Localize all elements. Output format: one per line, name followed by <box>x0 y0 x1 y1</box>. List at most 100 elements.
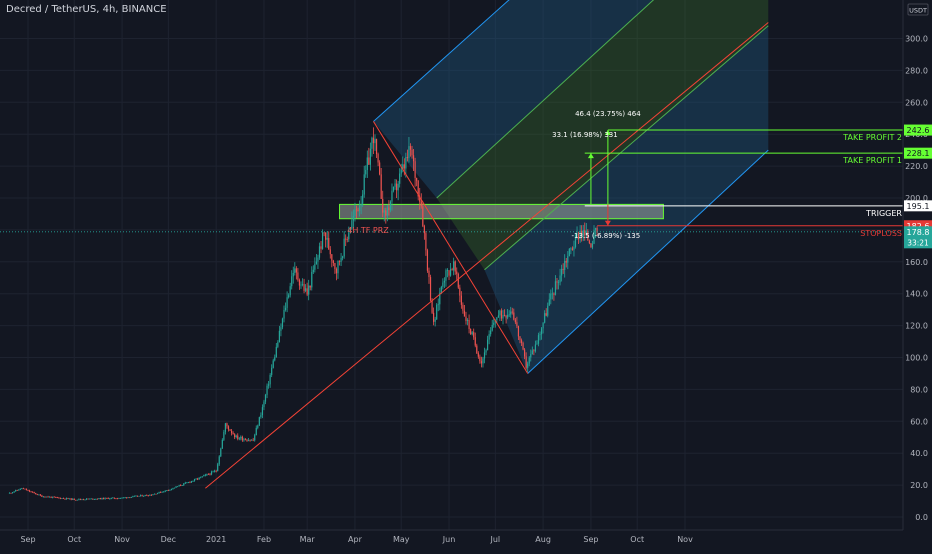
candle-body <box>471 332 473 335</box>
candle-body <box>462 304 464 311</box>
candle-body <box>224 423 227 432</box>
candle-body <box>115 498 117 500</box>
pitchfork-line-lower_inner[interactable] <box>484 25 769 271</box>
candle-body <box>81 499 83 501</box>
candle-body <box>408 146 410 159</box>
candle-body <box>451 269 453 271</box>
candle-body <box>503 315 506 317</box>
currency-badge-box <box>907 3 929 16</box>
candle-body <box>206 473 208 475</box>
candle-body <box>118 498 120 499</box>
y-tick-label: 220.0 <box>905 162 928 171</box>
candle-body <box>139 495 142 497</box>
candle-body <box>266 385 268 395</box>
pitchfork-pivot-line[interactable] <box>373 121 529 374</box>
time-axis-background <box>0 530 903 550</box>
candle-body <box>215 470 217 472</box>
candle-body <box>312 269 314 272</box>
candle-body <box>375 138 378 155</box>
candle-body <box>554 281 557 295</box>
candle-body <box>19 488 21 490</box>
level-layer[interactable] <box>0 129 903 233</box>
y-tick-label: 80.0 <box>910 385 928 394</box>
x-tick-label: Mar <box>300 535 316 544</box>
candle-body <box>348 232 350 240</box>
candle-body <box>388 207 390 211</box>
candle-body <box>267 384 270 386</box>
candle-body <box>505 316 507 318</box>
candle-body <box>315 261 318 264</box>
candle-body <box>514 319 516 323</box>
candle-body <box>8 492 11 494</box>
candle-body <box>588 240 590 244</box>
candle-body <box>463 310 466 317</box>
candle-body <box>494 320 496 323</box>
candle-layer <box>8 127 598 501</box>
candle-body <box>414 161 416 178</box>
candle-body <box>591 243 594 248</box>
price-label-take_profit_2: 242.6 <box>907 126 930 135</box>
candle-body <box>437 304 439 306</box>
candle-body <box>95 498 97 500</box>
candle-body <box>320 246 322 249</box>
candle-body <box>124 497 126 499</box>
candle-body <box>90 498 92 500</box>
measure-arrow <box>604 130 611 136</box>
candle-body <box>69 498 71 500</box>
candle-body <box>180 485 182 486</box>
candle-body <box>545 313 547 316</box>
candle-body <box>389 201 392 211</box>
candle-body <box>257 425 259 428</box>
candle-body <box>84 499 86 501</box>
candle-body <box>453 261 455 271</box>
candle-body <box>186 482 188 484</box>
level-text-trigger: TRIGGER <box>865 209 902 218</box>
candle-body <box>254 435 256 441</box>
candle-body <box>436 304 438 320</box>
candle-body <box>366 157 368 170</box>
candle-body <box>119 497 122 499</box>
candle-body <box>383 210 385 213</box>
candle-body <box>524 349 526 357</box>
y-tick-label: 200.0 <box>905 194 928 203</box>
measure-label: 46.4 (23.75%) 464 <box>575 110 641 118</box>
candle-body <box>308 285 310 295</box>
x-axis[interactable]: Sep Oct Nov Dec 2021 Feb Mar Apr May Jun Jul Aug Sep… <box>0 529 903 544</box>
candle-body <box>574 234 577 248</box>
candle-body <box>551 293 553 295</box>
candle-body <box>217 464 219 472</box>
candle-body <box>352 215 355 221</box>
candle-body <box>73 498 75 500</box>
candle-body <box>86 498 88 500</box>
candle-body <box>346 239 348 241</box>
candle-body <box>531 350 533 355</box>
pitchfork-median-line[interactable] <box>205 22 769 489</box>
candle-body <box>468 319 470 330</box>
pitchfork-line-lower_outer[interactable] <box>527 149 769 374</box>
candle-body <box>123 497 125 499</box>
candle-body <box>158 491 160 494</box>
annotation-layer: 4H TF PRZ TAKE PROFIT 2 TAKE PROFIT 1 TRIGG… <box>347 110 902 240</box>
candle-body <box>133 495 136 497</box>
pitchfork-line-layer[interactable] <box>205 0 769 489</box>
candle-body <box>303 284 305 291</box>
pitchfork-line-upper_outer[interactable] <box>373 0 768 122</box>
candle-body <box>403 164 405 169</box>
candle-body <box>533 350 535 352</box>
candle-body <box>301 284 304 286</box>
candle-body <box>218 456 220 465</box>
candle-body <box>167 490 169 491</box>
candle-body <box>41 495 43 497</box>
candle-body <box>173 487 176 489</box>
candle-body <box>72 498 74 500</box>
candle-body <box>62 498 65 499</box>
measure-label: -13.5 (-6.89%) -135 <box>572 232 641 240</box>
candle-body <box>55 497 57 498</box>
candle-body <box>513 312 515 320</box>
candle-body <box>559 275 561 283</box>
candle-body <box>553 293 555 295</box>
pitchfork-line-upper_inner[interactable] <box>436 0 769 199</box>
